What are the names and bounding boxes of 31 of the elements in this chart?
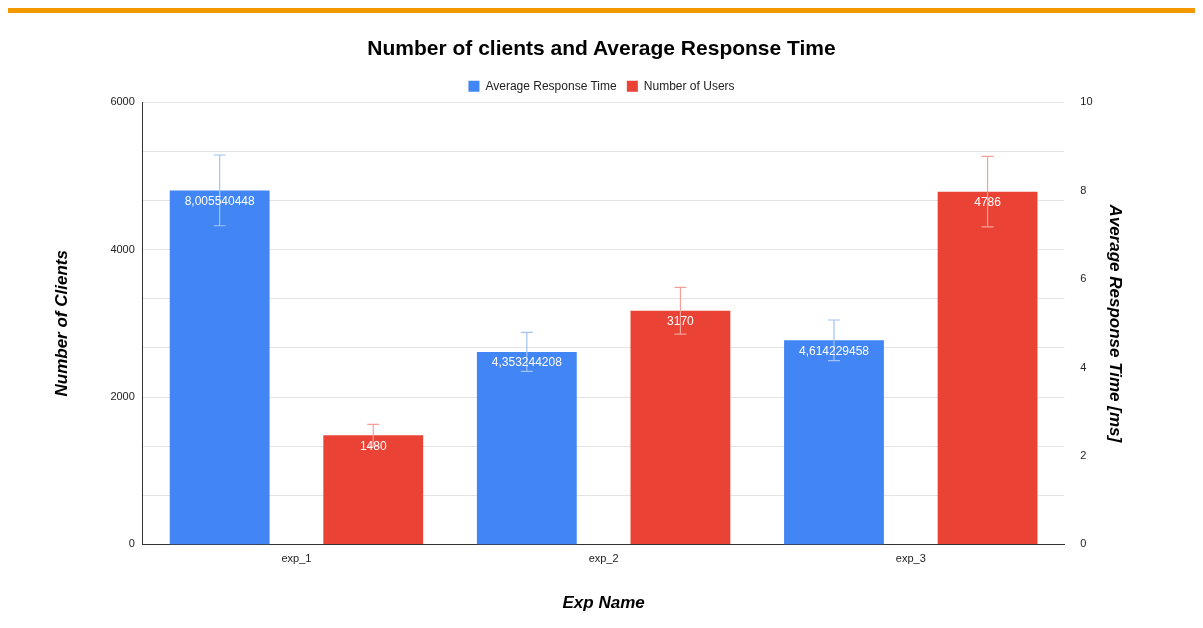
legend-label: Average Response Time [485,78,617,93]
y2-tick-label: 8 [1080,183,1087,196]
y-tick-label: 0 [128,537,135,550]
bar [630,310,731,544]
data-label: 4,614229458 [798,343,870,358]
bar [784,340,884,545]
data-label: 8,005540448 [184,193,256,208]
data-label: 3170 [667,314,695,329]
x-tick-label: exp_1 [281,552,312,565]
x-axis-title: Exp Name [562,593,645,613]
y2-tick-label: 4 [1080,360,1087,373]
y-tick-label: 2000 [110,390,135,403]
legend-label: Number of Users [643,78,735,93]
y2-tick-label: 2 [1080,448,1087,461]
y-tick-label: 6000 [110,95,135,108]
y-tick-label: 4000 [110,242,135,255]
data-label: 1480 [359,438,387,453]
y2-tick-label: 6 [1080,272,1087,285]
bar [476,351,577,545]
chart-title: Number of clients and Average Response Time [367,36,836,60]
y2-tick-label: 0 [1080,537,1087,550]
y-axis-title: Number of Clients [51,250,71,397]
x-tick-label: exp_3 [895,552,926,565]
y2-tick-label: 10 [1080,95,1093,108]
bar [169,190,270,545]
data-label: 4786 [974,194,1002,209]
data-label: 4,353244208 [491,355,563,370]
bar [323,435,424,544]
x-tick-label: exp_2 [588,552,619,565]
bar [937,191,1038,544]
y2-axis-title: Average Response Time [ms] [1106,203,1126,444]
